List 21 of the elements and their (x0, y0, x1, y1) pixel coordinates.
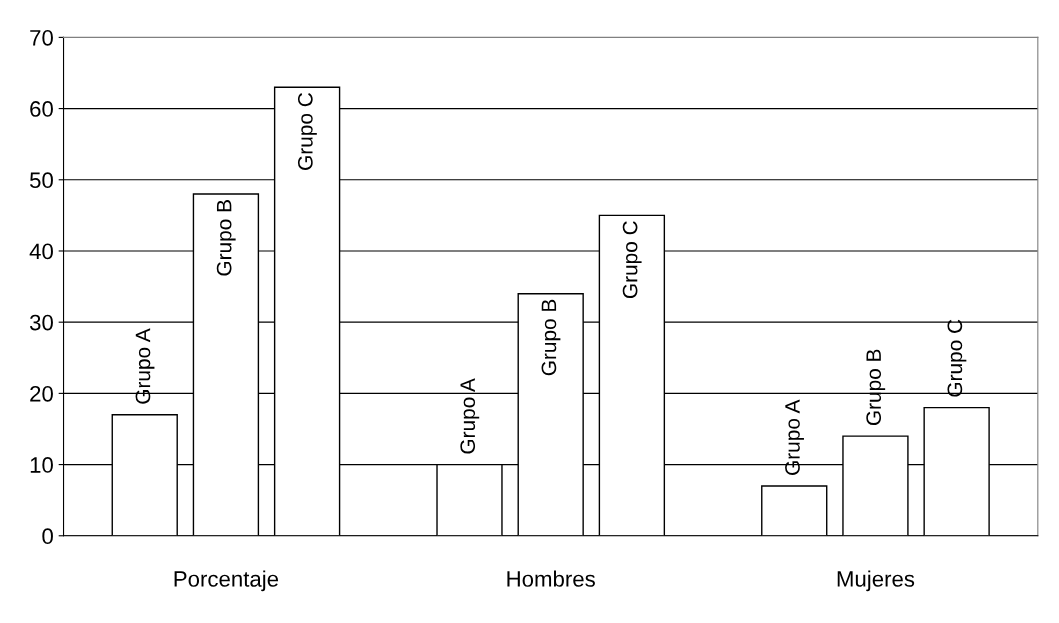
y-tick-label: 50 (29, 172, 53, 189)
text: Grupo A (785, 399, 804, 475)
series-label: Grupo B (216, 200, 236, 276)
bar (761, 485, 828, 536)
text: Grupo C (947, 319, 967, 397)
text: Grupo A (135, 328, 155, 404)
y-tick-label: 40 (29, 243, 53, 260)
y-tick-label: 70 (30, 29, 53, 46)
text: Grupo B (866, 349, 886, 426)
text: Grupo C (622, 221, 642, 299)
series-label: Grupo C (297, 92, 317, 170)
x-tick-label: Mujeres (837, 570, 915, 592)
y-tick-label: 0 (42, 528, 53, 545)
y-tick-label: 30 (29, 314, 53, 331)
y-tick-label: 60 (30, 101, 53, 117)
y-tick-label: 10 (30, 457, 53, 473)
y-tick-label: 20 (30, 385, 53, 402)
x-tick-label: Porcentaje (174, 570, 279, 592)
text: Grupo A (460, 378, 480, 454)
text: Grupo B (541, 299, 561, 376)
x-tick-label: Hombres (507, 570, 595, 587)
